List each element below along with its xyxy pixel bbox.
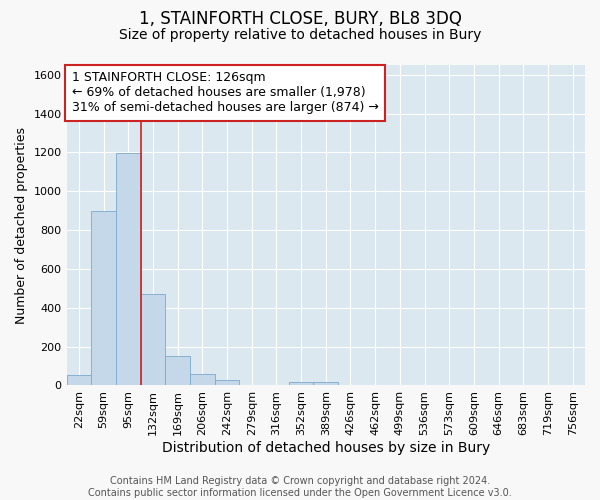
Bar — [91, 210, 116, 386]
Bar — [165, 356, 190, 386]
X-axis label: Distribution of detached houses by size in Bury: Distribution of detached houses by size … — [161, 441, 490, 455]
Text: 1 STAINFORTH CLOSE: 126sqm
← 69% of detached houses are smaller (1,978)
31% of s: 1 STAINFORTH CLOSE: 126sqm ← 69% of deta… — [72, 72, 379, 114]
Y-axis label: Number of detached properties: Number of detached properties — [15, 126, 28, 324]
Bar — [215, 380, 239, 386]
Bar — [190, 374, 215, 386]
Bar — [313, 382, 338, 386]
Text: Size of property relative to detached houses in Bury: Size of property relative to detached ho… — [119, 28, 481, 42]
Bar — [289, 382, 313, 386]
Bar — [140, 294, 165, 386]
Text: Contains HM Land Registry data © Crown copyright and database right 2024.
Contai: Contains HM Land Registry data © Crown c… — [88, 476, 512, 498]
Bar — [67, 375, 91, 386]
Bar — [116, 154, 140, 386]
Text: 1, STAINFORTH CLOSE, BURY, BL8 3DQ: 1, STAINFORTH CLOSE, BURY, BL8 3DQ — [139, 10, 461, 28]
